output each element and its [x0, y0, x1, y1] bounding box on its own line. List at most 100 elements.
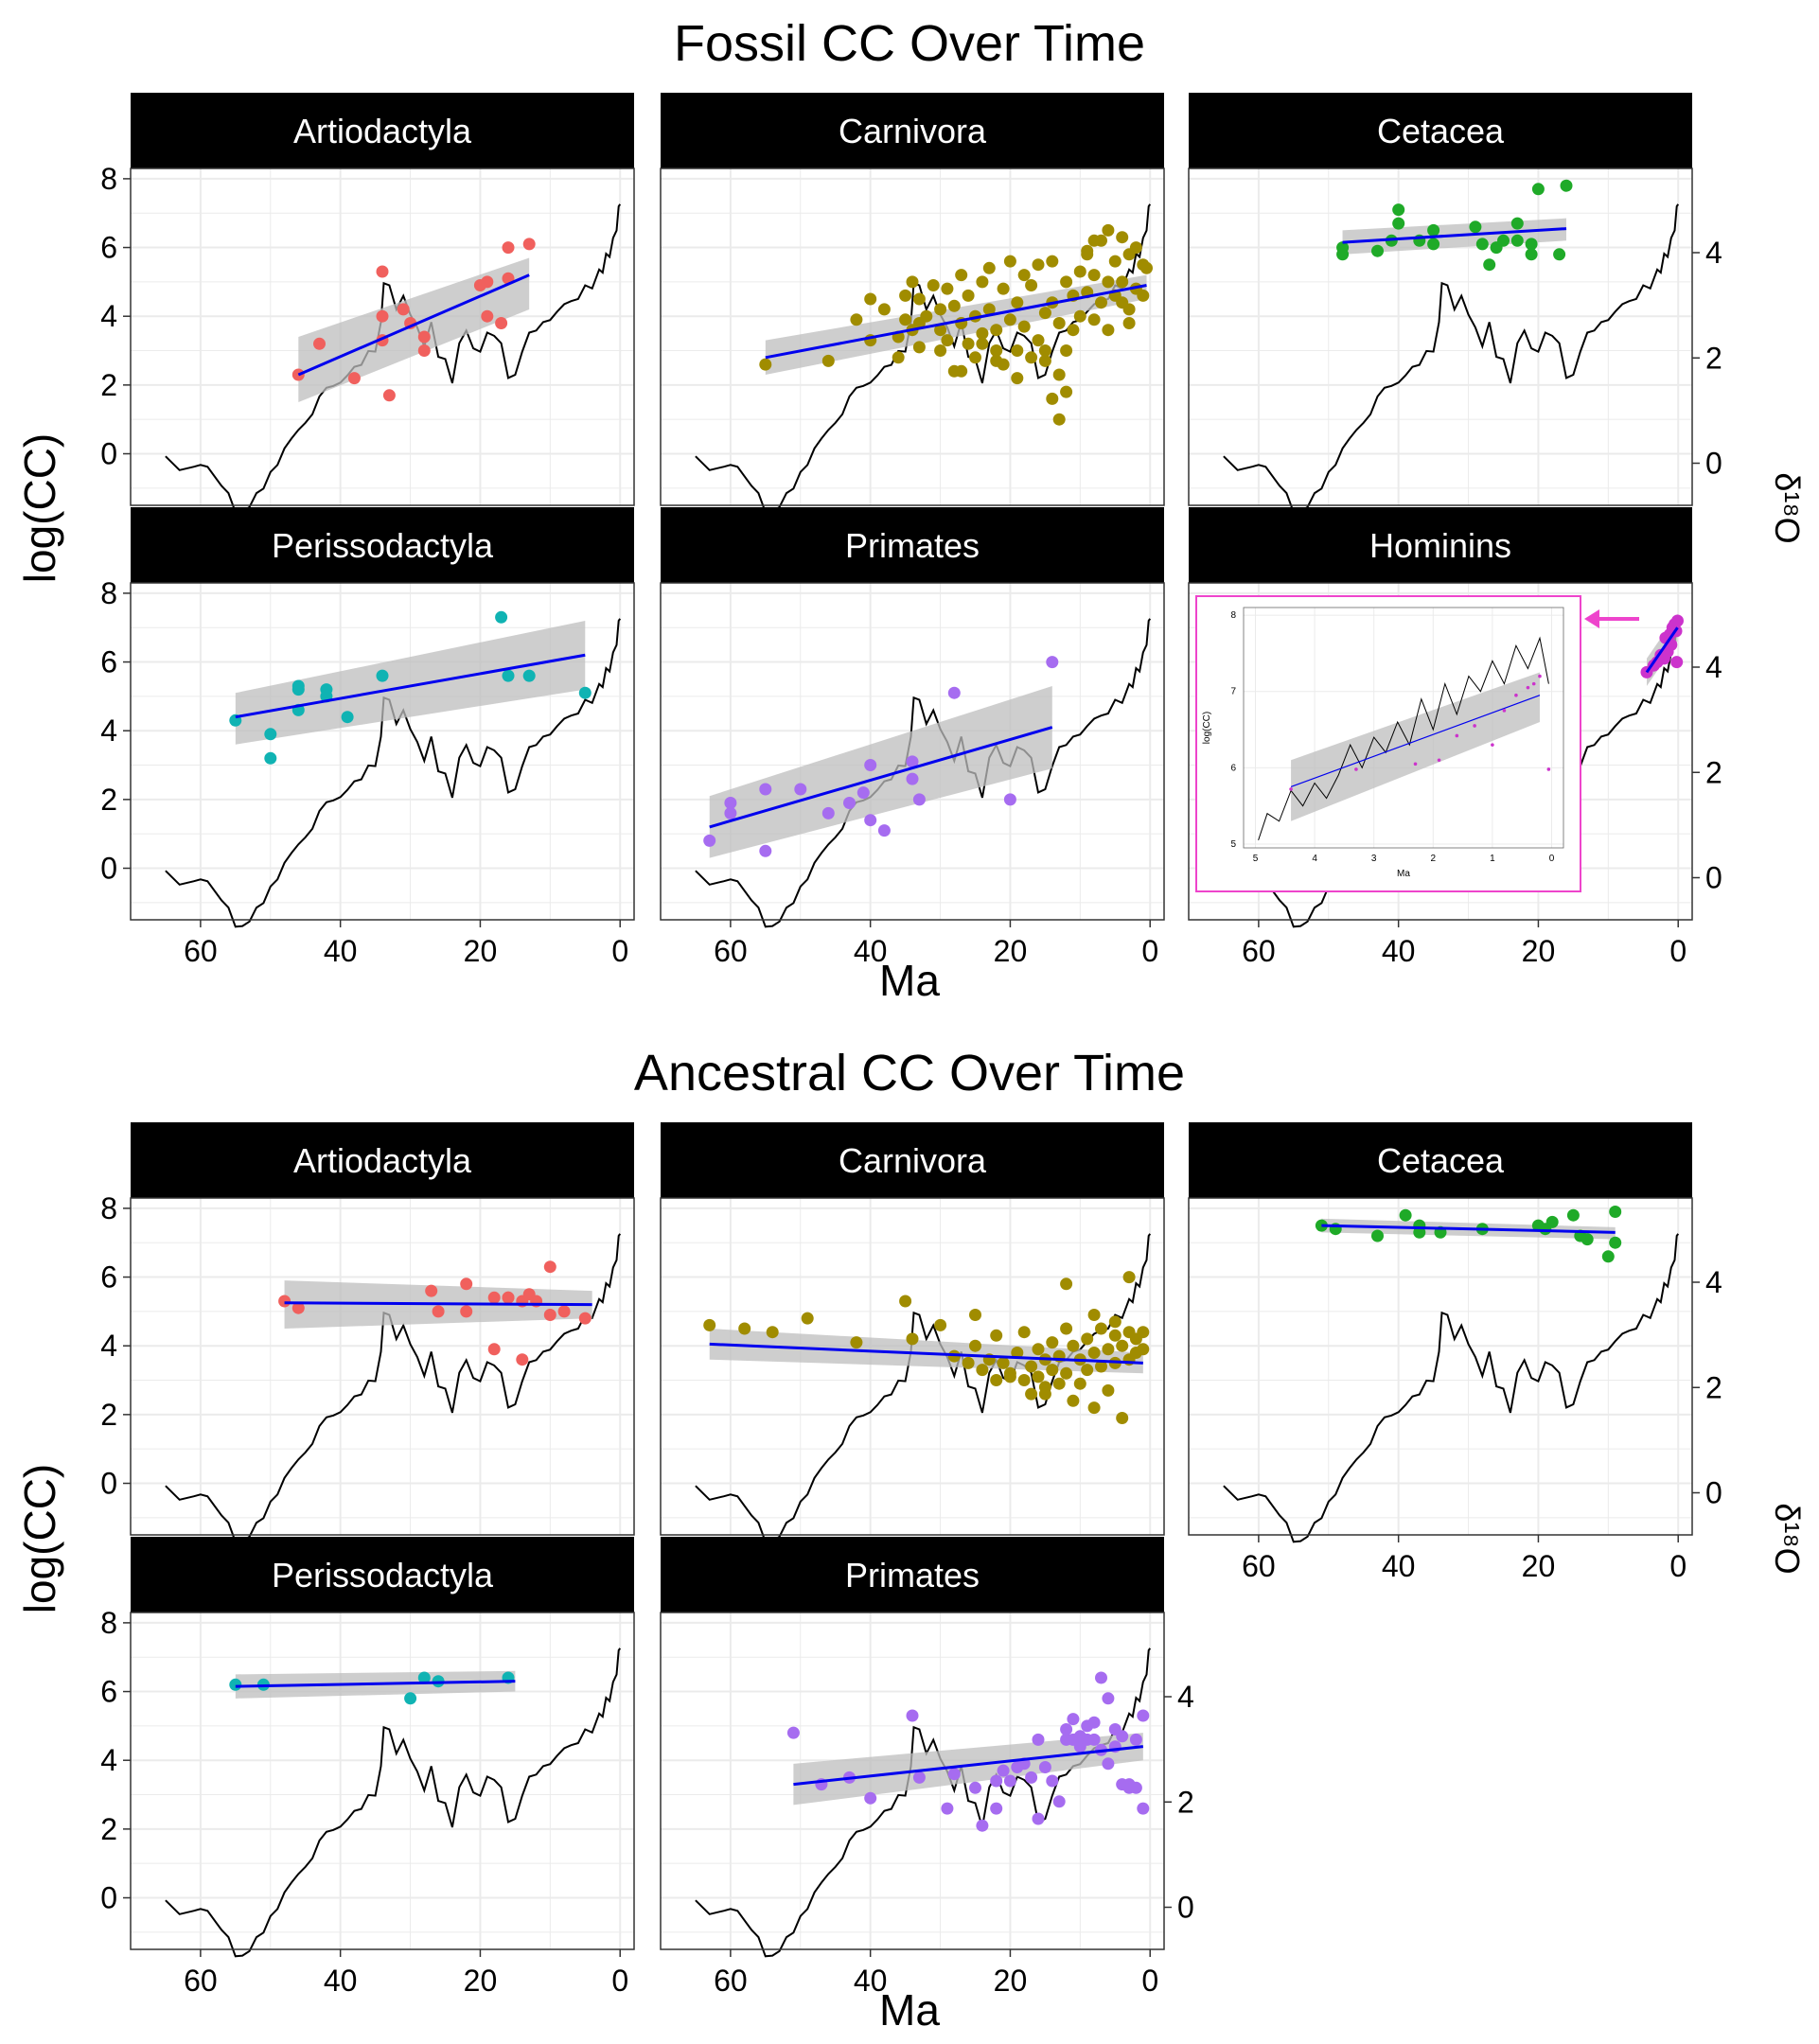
data-point [522, 238, 536, 251]
data-point [1116, 1412, 1129, 1424]
facet-strip [1189, 93, 1692, 168]
panel-ancestral-primates: Primates 0 2 4 60 40 20 0 [660, 1537, 1194, 1998]
y2-tick-label: 2 [1705, 755, 1722, 789]
data-point [1046, 1336, 1059, 1349]
data-point [724, 797, 737, 809]
inset-x-tick-label: 1 [1490, 854, 1495, 864]
inset-data-point [1455, 733, 1459, 738]
data-point [1137, 1709, 1150, 1722]
data-point [502, 241, 515, 255]
x-tick-label: 0 [1141, 934, 1158, 968]
plot-background [131, 1612, 634, 1949]
panel-fossil-cetacea: Cetacea 0 2 4 [1188, 93, 1722, 514]
inset-x-tick-label: 3 [1371, 854, 1377, 864]
y-tick-label: 2 [100, 368, 117, 402]
plot-border [660, 167, 1165, 506]
data-point [487, 1291, 501, 1304]
data-point [1060, 1322, 1073, 1335]
x-tick-label: 20 [464, 934, 498, 968]
panel-ancestral-perissodactyla: Perissodactyla 0 2 4 6 8 60 40 20 0 [100, 1537, 635, 1998]
inset-y-axis-title: log(CC) [1202, 712, 1212, 744]
inset-pointer-arrowhead [1584, 609, 1599, 628]
data-point [460, 1278, 473, 1291]
regression-line [1321, 1224, 1616, 1234]
data-point [1566, 1208, 1580, 1222]
data-point [1102, 1383, 1115, 1397]
gridlines [131, 583, 634, 920]
data-point [766, 1326, 779, 1339]
inset-x-tick-label: 0 [1549, 854, 1555, 864]
data-point [313, 337, 326, 350]
x-tick-label: 0 [1141, 1964, 1158, 1998]
data-point [1095, 296, 1107, 309]
x-tick-label: 40 [1382, 1549, 1416, 1583]
x-axis-title-ancestral: Ma [879, 1985, 940, 2035]
data-point [1011, 372, 1024, 385]
data-point [934, 303, 947, 316]
data-point [1032, 1343, 1045, 1356]
inset-data-point [1413, 762, 1418, 766]
data-point [982, 303, 996, 316]
y-tick-label: 4 [100, 1743, 117, 1777]
data-point [843, 797, 856, 809]
y-tick-label: 2 [100, 1398, 117, 1432]
data-point [1525, 238, 1538, 251]
data-point [1545, 1215, 1559, 1228]
climate-curve [165, 618, 622, 928]
data-point [1046, 255, 1059, 268]
data-point [1025, 351, 1038, 364]
data-point [794, 783, 807, 796]
inset-y-tick-label: 7 [1230, 687, 1236, 697]
data-point [857, 786, 870, 800]
inset-climate-curve [1258, 636, 1549, 841]
data-point [341, 711, 354, 724]
data-point [1025, 1360, 1038, 1373]
data-point [347, 372, 361, 385]
climate-curve [165, 1233, 622, 1543]
data-point [1003, 255, 1016, 268]
y2-tick-label: 4 [1177, 1680, 1194, 1714]
x-tick-label: 60 [184, 1964, 218, 1998]
data-point [976, 337, 989, 350]
plot-background [1189, 168, 1692, 505]
data-point [1671, 614, 1684, 627]
data-point [1510, 234, 1524, 247]
data-point [1017, 320, 1031, 333]
data-point [543, 1309, 556, 1321]
data-point [724, 806, 737, 819]
data-point [955, 364, 968, 378]
data-point [1116, 231, 1129, 244]
facet-label: Carnivora [839, 1141, 987, 1180]
data-point [1052, 317, 1066, 329]
data-point [1052, 1795, 1066, 1808]
y2-tick-label: 4 [1705, 236, 1722, 270]
y2-tick-label: 2 [1705, 1370, 1722, 1404]
panel-fossil-carnivora: Carnivora [660, 93, 1165, 514]
data-point [1427, 223, 1440, 237]
y2-tick-label: 0 [1705, 1476, 1722, 1510]
y2-tick-label: 4 [1705, 1265, 1722, 1299]
panel-ancestral-artiodactyla: Artiodactyla 0 2 4 6 8 [100, 1122, 635, 1543]
data-point [1137, 1343, 1150, 1356]
data-point [1087, 269, 1101, 282]
data-point [1483, 258, 1496, 272]
facet-strip [661, 1537, 1164, 1612]
data-point [1102, 1343, 1115, 1356]
data-point [906, 1332, 919, 1346]
data-point [278, 1295, 291, 1308]
data-point [1087, 1716, 1101, 1729]
facet-label: Perissodactyla [272, 1556, 494, 1595]
inset-data-point [1502, 709, 1507, 713]
x-tick-label: 60 [714, 1964, 748, 1998]
data-point [906, 275, 919, 289]
data-point [1371, 1229, 1384, 1242]
data-point [912, 292, 926, 306]
data-point [291, 368, 305, 381]
data-point [557, 1305, 571, 1318]
y-tick-label: 2 [100, 783, 117, 817]
plot-border [130, 582, 635, 921]
data-point [982, 261, 996, 274]
y-tick-label: 0 [100, 1467, 117, 1501]
facet-strip [661, 1122, 1164, 1198]
panel-ancestral-cetacea: Cetacea 0 2 4 60 40 20 0 [1188, 1122, 1722, 1583]
